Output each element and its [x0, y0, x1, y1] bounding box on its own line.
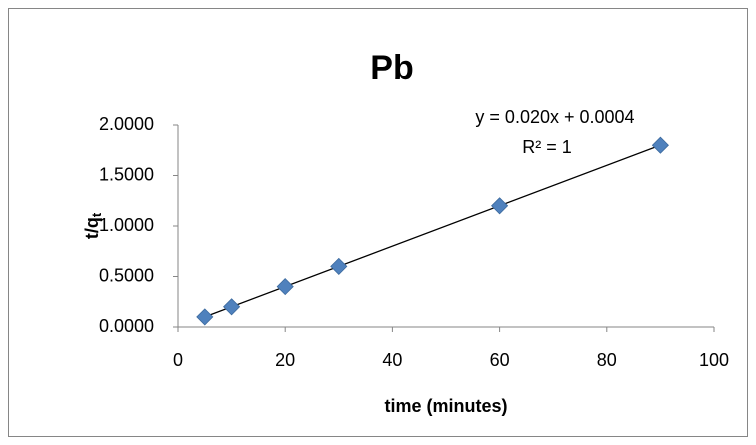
trendline-equation: y = 0.020x + 0.0004 — [475, 107, 634, 127]
y-tick-label: 1.0000 — [99, 215, 154, 235]
trendline-r-squared: R² = 1 — [522, 137, 572, 157]
data-point — [491, 197, 509, 215]
y-axis-title-main: t/q — [82, 217, 102, 239]
chart-title: Pb — [370, 49, 413, 87]
x-tick-label: 20 — [275, 350, 295, 370]
x-tick-label: 60 — [490, 350, 510, 370]
y-tick-label: 0.0000 — [99, 316, 154, 336]
data-point — [223, 298, 241, 316]
x-tick-label: 40 — [382, 350, 402, 370]
y-tick-label: 2.0000 — [99, 114, 154, 134]
data-point — [276, 278, 294, 296]
y-axis-title-subscript: t — [89, 212, 104, 217]
y-tick-label: 0.5000 — [99, 265, 154, 285]
x-tick-label: 80 — [597, 350, 617, 370]
y-tick-label: 1.5000 — [99, 164, 154, 184]
x-tick-label: 100 — [699, 350, 729, 370]
data-point — [196, 308, 214, 326]
chart-border — [8, 8, 748, 437]
x-tick-label: 0 — [173, 350, 183, 370]
data-point — [651, 136, 669, 154]
y-axis-title: t/qt — [82, 212, 105, 239]
x-axis-title: time (minutes) — [384, 396, 507, 416]
data-point — [330, 257, 348, 275]
